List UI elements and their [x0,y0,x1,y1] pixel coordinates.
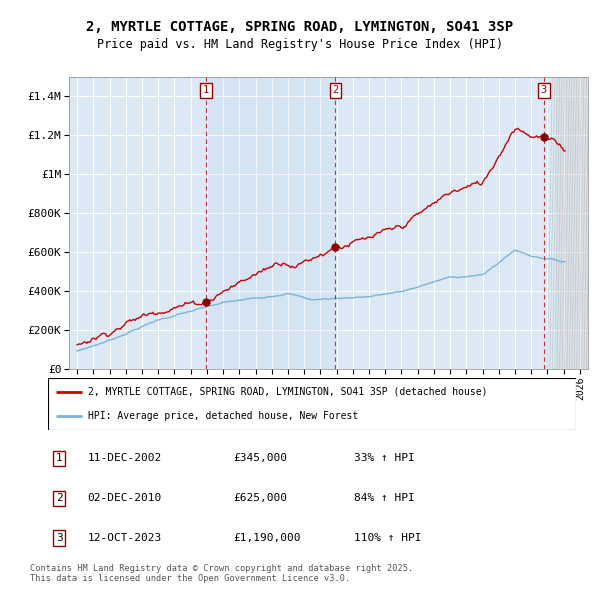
Text: 2, MYRTLE COTTAGE, SPRING ROAD, LYMINGTON, SO41 3SP: 2, MYRTLE COTTAGE, SPRING ROAD, LYMINGTO… [86,19,514,34]
Bar [206,77,335,369]
Text: 12-OCT-2023: 12-OCT-2023 [88,533,162,543]
Bar [556,77,588,369]
Text: Contains HM Land Registry data © Crown copyright and database right 2025.
This d: Contains HM Land Registry data © Crown c… [30,563,413,583]
Text: Price paid vs. HM Land Registry's House Price Index (HPI): Price paid vs. HM Land Registry's House … [97,38,503,51]
Text: HPI: Average price, detached house, New Forest: HPI: Average price, detached house, New … [88,411,358,421]
Text: 11-DEC-2002: 11-DEC-2002 [88,453,162,463]
Text: 33% ↑ HPI: 33% ↑ HPI [354,453,415,463]
Text: 02-DEC-2010: 02-DEC-2010 [88,493,162,503]
Text: £345,000: £345,000 [233,453,287,463]
Text: £625,000: £625,000 [233,493,287,503]
Text: 84% ↑ HPI: 84% ↑ HPI [354,493,415,503]
Text: 2: 2 [332,86,338,96]
Bar [556,77,588,369]
FancyBboxPatch shape [48,378,576,430]
Text: 110% ↑ HPI: 110% ↑ HPI [354,533,422,543]
Text: 3: 3 [541,86,547,96]
Text: £1,190,000: £1,190,000 [233,533,300,543]
Text: 2, MYRTLE COTTAGE, SPRING ROAD, LYMINGTON, SO41 3SP (detached house): 2, MYRTLE COTTAGE, SPRING ROAD, LYMINGTO… [88,386,487,396]
Text: 2: 2 [56,493,62,503]
Text: 3: 3 [56,533,62,543]
Text: 1: 1 [203,86,209,96]
Text: 1: 1 [56,453,62,463]
